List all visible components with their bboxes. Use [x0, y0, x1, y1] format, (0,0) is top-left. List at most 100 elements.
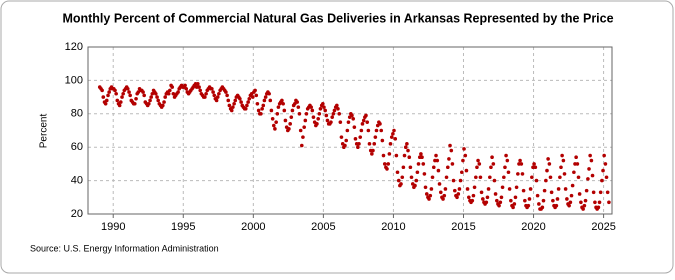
- data-point: [238, 96, 242, 101]
- data-point: [511, 205, 515, 210]
- data-point: [161, 103, 165, 108]
- data-point: [128, 93, 132, 98]
- data-point: [283, 118, 288, 123]
- data-point: [422, 172, 427, 176]
- data-point: [493, 192, 498, 196]
- data-point: [358, 135, 363, 139]
- data-point: [226, 98, 231, 103]
- data-point: [392, 128, 396, 133]
- data-point: [370, 152, 374, 156]
- data-point: [427, 197, 431, 201]
- data-point: [281, 101, 285, 106]
- data-point: [385, 167, 389, 171]
- data-point: [568, 200, 573, 205]
- data-point: [597, 200, 602, 205]
- data-point: [519, 162, 524, 166]
- data-point: [453, 188, 457, 193]
- data-point: [495, 198, 499, 203]
- data-point: [231, 105, 235, 109]
- data-point: [367, 142, 372, 146]
- data-point: [113, 88, 117, 93]
- data-point: [464, 168, 469, 173]
- data-point: [479, 190, 484, 195]
- data-point: [338, 120, 343, 124]
- data-point: [451, 178, 456, 183]
- data-point: [346, 120, 351, 124]
- x-tick-label: 1995: [171, 221, 195, 233]
- data-point: [491, 162, 496, 166]
- data-point: [489, 165, 493, 170]
- data-point: [435, 158, 440, 163]
- data-point: [533, 165, 538, 170]
- data-point: [513, 195, 518, 200]
- data-point: [600, 178, 604, 183]
- data-point: [360, 122, 365, 126]
- data-point: [401, 165, 406, 170]
- data-point: [127, 90, 131, 94]
- data-point: [477, 162, 482, 166]
- data-point: [420, 155, 424, 160]
- data-point: [601, 168, 605, 173]
- data-point: [527, 197, 532, 201]
- data-point: [506, 170, 511, 175]
- data-point: [545, 168, 549, 173]
- data-point: [574, 155, 578, 160]
- data-point: [497, 203, 501, 208]
- data-point: [436, 168, 441, 173]
- data-point: [393, 137, 398, 141]
- data-point: [311, 115, 316, 119]
- y-tick-label: 80: [71, 108, 83, 120]
- data-point: [455, 195, 459, 200]
- plot-border: [87, 46, 613, 215]
- data-point: [335, 103, 339, 108]
- data-point: [408, 165, 413, 170]
- data-point: [406, 148, 410, 153]
- data-point: [323, 108, 328, 113]
- data-point: [261, 103, 266, 108]
- data-point: [396, 178, 401, 183]
- data-point: [170, 85, 175, 89]
- data-point: [331, 112, 336, 116]
- x-tick-label: 2015: [451, 221, 475, 233]
- data-point: [484, 200, 489, 205]
- data-point: [575, 162, 580, 166]
- data-point: [605, 190, 610, 195]
- data-point: [428, 193, 433, 198]
- data-point: [490, 155, 494, 160]
- data-point: [540, 205, 545, 210]
- data-point: [379, 128, 384, 133]
- data-point: [444, 175, 449, 180]
- data-point: [607, 200, 611, 205]
- data-point: [212, 93, 217, 98]
- data-point: [262, 98, 267, 103]
- data-point: [300, 143, 304, 148]
- data-point: [382, 162, 387, 166]
- data-point: [462, 147, 466, 151]
- data-point: [301, 135, 305, 139]
- data-point: [215, 95, 220, 99]
- data-point: [581, 207, 585, 211]
- data-point: [232, 101, 236, 106]
- data-point: [465, 187, 470, 191]
- data-point: [572, 170, 576, 175]
- data-point: [250, 95, 255, 99]
- data-point: [478, 175, 483, 180]
- data-point: [134, 96, 138, 101]
- data-point: [582, 203, 587, 208]
- data-point: [365, 120, 370, 124]
- data-point: [243, 106, 248, 111]
- data-point: [325, 118, 330, 123]
- data-point: [467, 195, 471, 200]
- data-point: [407, 155, 412, 160]
- data-point: [471, 193, 476, 198]
- data-point: [350, 113, 354, 118]
- data-point: [532, 162, 536, 166]
- data-point: [583, 198, 588, 203]
- data-point: [516, 172, 520, 176]
- data-point: [378, 122, 382, 126]
- data-point: [551, 198, 555, 203]
- data-point: [534, 178, 539, 183]
- data-point: [598, 190, 603, 195]
- data-point: [103, 101, 108, 106]
